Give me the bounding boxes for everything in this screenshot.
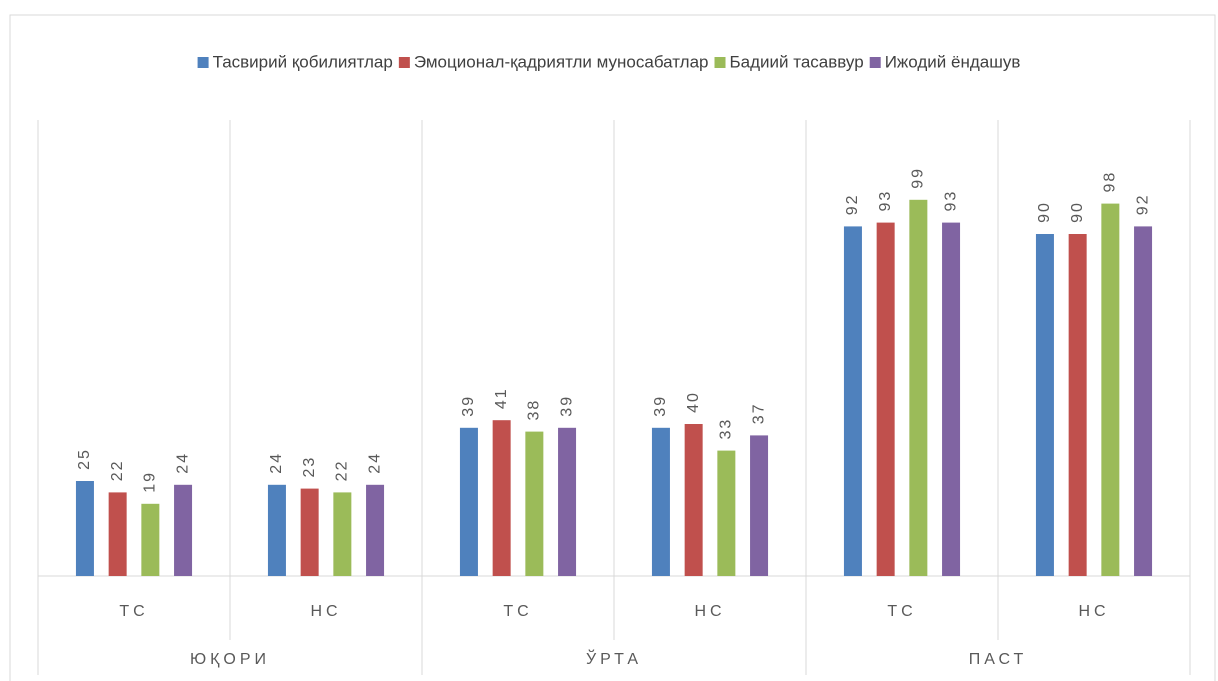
data-label: 24 (174, 452, 191, 474)
bar (1101, 203, 1120, 576)
bar (651, 427, 670, 576)
bar (1035, 234, 1054, 576)
bar (1134, 226, 1153, 576)
bar (717, 450, 736, 576)
bar (1068, 234, 1087, 576)
group-label: ПАСТ (969, 651, 1028, 668)
bar (876, 222, 895, 576)
bar (174, 484, 193, 576)
bar (525, 431, 544, 576)
bar (909, 199, 928, 577)
x-tick-label: НС (694, 603, 725, 620)
bar (558, 427, 577, 576)
x-tick-label: ТС (887, 603, 916, 620)
data-label: 90 (1036, 201, 1053, 223)
data-label: 24 (268, 452, 285, 474)
bar (267, 484, 286, 576)
legend-label: Бадиий тасаввур (730, 52, 864, 71)
data-label: 33 (718, 418, 735, 440)
x-tick-label: НС (1078, 603, 1109, 620)
x-tick-label: НС (310, 603, 341, 620)
data-label: 41 (493, 387, 510, 409)
legend-swatch (398, 57, 410, 68)
bar (942, 222, 961, 576)
legend-label: Тасвирий қобилиятлар (213, 52, 393, 71)
data-label: 39 (558, 395, 575, 417)
data-label: 92 (1134, 194, 1151, 216)
legend-label: Ижодий ёндашув (885, 52, 1021, 71)
data-label: 23 (301, 456, 318, 478)
data-label: 22 (109, 460, 126, 482)
bar (843, 226, 862, 576)
x-tick-label: ТС (503, 603, 532, 620)
bar (459, 427, 478, 576)
data-label: 39 (652, 395, 669, 417)
chart-frame (9, 14, 1216, 681)
data-label: 38 (526, 399, 543, 421)
bar (750, 435, 769, 576)
data-label: 92 (844, 194, 861, 216)
data-label: 25 (76, 448, 93, 470)
x-tick-label: ТС (119, 603, 148, 620)
data-label: 90 (1069, 201, 1086, 223)
data-label: 93 (942, 190, 959, 212)
bar (108, 492, 127, 576)
data-label: 99 (910, 167, 927, 189)
bar (300, 488, 319, 576)
data-label: 39 (460, 395, 477, 417)
data-label: 22 (334, 460, 351, 482)
group-label: ЎРТА (586, 648, 642, 668)
data-label: 19 (142, 471, 159, 493)
bar (333, 492, 352, 576)
group-label: ЮҚОРИ (190, 651, 270, 668)
data-label: 98 (1102, 171, 1119, 193)
bar (366, 484, 385, 576)
data-label: 24 (366, 452, 383, 474)
bar (141, 503, 160, 576)
bar (492, 420, 511, 576)
legend-label: Эмоционал-қадриятли муносабатлар (414, 52, 709, 71)
data-label: 93 (877, 190, 894, 212)
bar (75, 481, 94, 576)
data-label: 40 (685, 391, 702, 413)
legend-swatch (714, 57, 726, 68)
data-label: 37 (750, 403, 767, 425)
legend-swatch (197, 57, 209, 68)
legend-swatch (869, 57, 881, 68)
bar (684, 424, 703, 576)
